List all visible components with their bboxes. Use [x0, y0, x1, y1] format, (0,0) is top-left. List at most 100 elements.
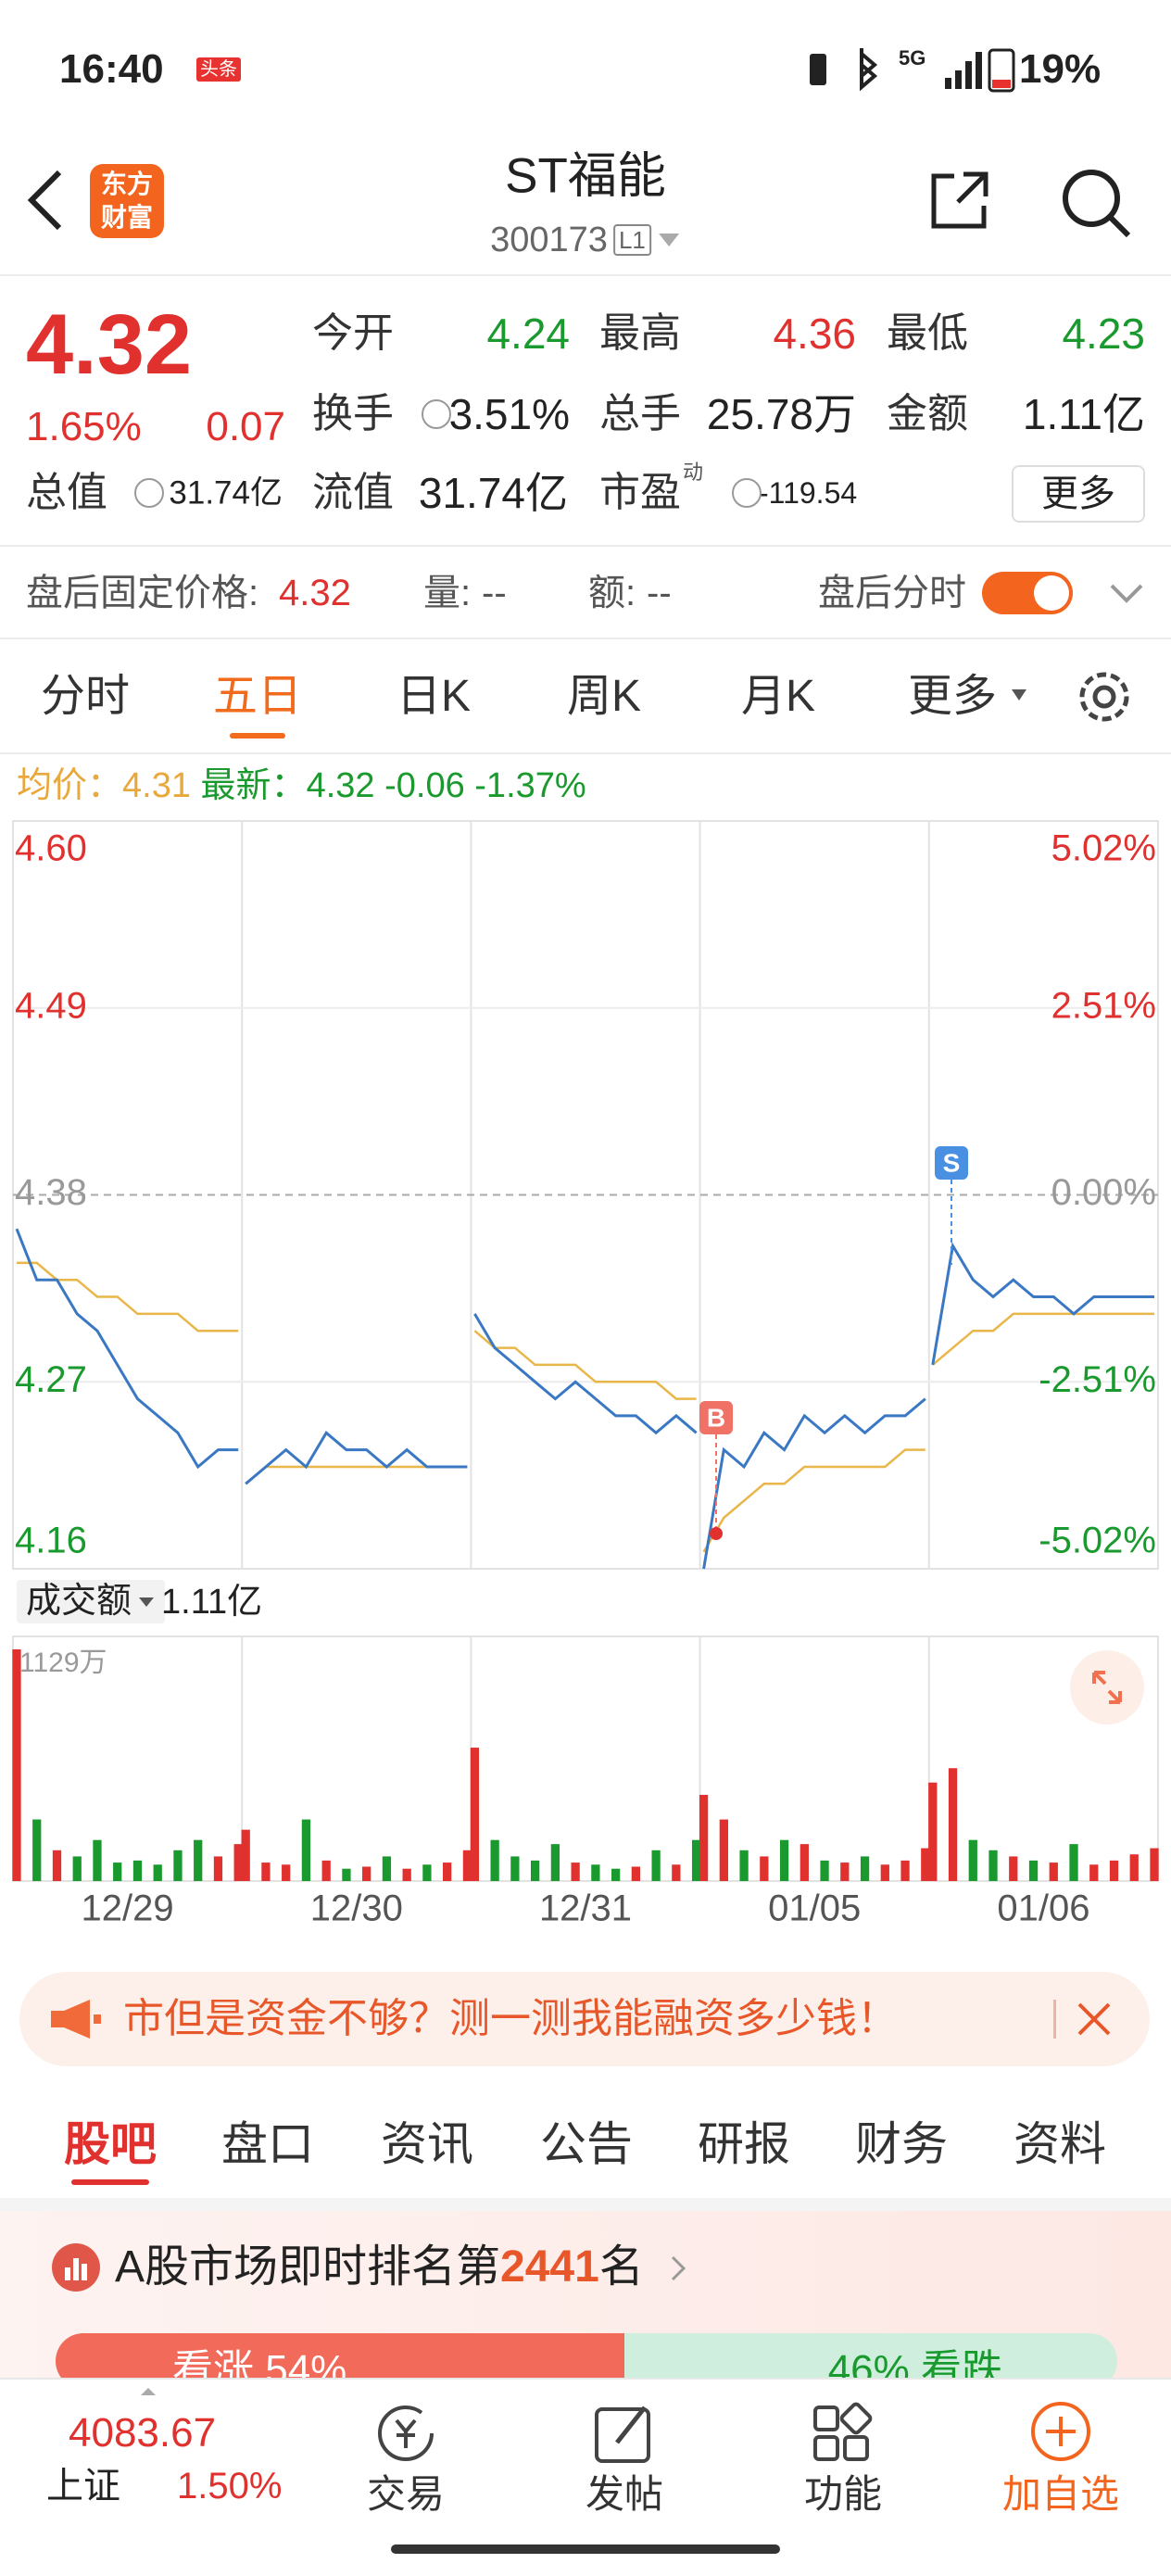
change-pct: 1.65% [26, 404, 142, 449]
divider [0, 545, 1171, 547]
section-tab[interactable]: 股吧 [64, 2118, 157, 2170]
info-icon[interactable] [134, 478, 164, 508]
close-button[interactable] [1076, 2001, 1113, 2038]
section-tab[interactable]: 财务 [855, 2118, 948, 2170]
volume-bar [880, 1864, 889, 1881]
chart-tab[interactable]: 周K [566, 672, 642, 721]
network: 5G [899, 46, 925, 69]
chart-tab[interactable]: 日K [396, 672, 472, 721]
signal-bar [945, 78, 951, 89]
volume-bar [241, 1829, 250, 1881]
info-icon[interactable] [732, 478, 762, 508]
chart-tab[interactable]: 更多 [907, 672, 998, 721]
volume-bar [153, 1864, 162, 1881]
search-button[interactable] [1056, 163, 1134, 241]
volume-bar [510, 1856, 520, 1881]
y-tick-label: 4.60 [15, 828, 87, 869]
expand-chevron[interactable] [1108, 580, 1145, 606]
avg-line [702, 1448, 925, 1553]
volume-bar [93, 1839, 102, 1881]
chart-tab[interactable]: 月K [740, 672, 816, 721]
y2-tick-label: 2.51% [1051, 985, 1156, 1026]
field-label: 最高 [599, 310, 681, 356]
nav-label[interactable]: 发帖 [585, 2472, 664, 2516]
section-tab[interactable]: 资料 [1014, 2118, 1106, 2170]
trade-marker-label: S [943, 1148, 961, 1177]
share-button[interactable] [926, 167, 993, 234]
y-tick-label: 4.27 [15, 1359, 87, 1400]
nav-label[interactable]: 交易 [366, 2472, 446, 2516]
section-tab[interactable]: 盘口 [221, 2118, 314, 2170]
volume-bar [282, 1864, 291, 1881]
section-tab[interactable]: 研报 [698, 2118, 790, 2170]
tab-underline [230, 733, 285, 739]
time: 16:40 [59, 46, 164, 92]
volume-bar [719, 1819, 728, 1881]
divider [0, 274, 1171, 276]
section-tab[interactable]: 资讯 [381, 2118, 473, 2170]
volume-bar [1009, 1856, 1018, 1881]
fullscreen-button[interactable] [1070, 1650, 1144, 1724]
volume-bar [173, 1850, 183, 1881]
bluetooth-icon [860, 48, 878, 92]
volume-label: 成交额 [26, 1582, 132, 1621]
dropdown-arrow [1012, 689, 1026, 701]
info-icon[interactable] [422, 399, 451, 429]
chart-tab[interactable]: 五日 [212, 672, 303, 721]
volume-selector[interactable]: 成交额 [17, 1580, 166, 1623]
after-hours-label: 盘后固定价格: [26, 573, 259, 613]
battery-level [992, 80, 1011, 88]
price-line [702, 1397, 926, 1570]
chart-tab[interactable]: 分时 [40, 672, 131, 721]
field-label: 今开 [312, 310, 394, 356]
toggle-label: 盘后分时 [818, 573, 966, 613]
chart-legend: 均价：4.31 最新：4.32 -0.06 -1.37% [17, 768, 586, 803]
legend-value: -1.37% [474, 766, 586, 805]
volume-bar [968, 1839, 977, 1881]
field-label: 金额 [887, 391, 968, 436]
volume-bar [132, 1860, 143, 1881]
volume-bar [213, 1856, 223, 1881]
stock-code: 300173 [490, 221, 608, 259]
volume-bar [591, 1864, 600, 1881]
field-value: 31.74亿 [418, 469, 568, 517]
volume-bar [571, 1863, 580, 1881]
price-line [931, 1242, 1154, 1366]
volume-bar [462, 1850, 472, 1881]
field-value: 31.74亿 [169, 474, 283, 511]
legend-value: -0.06 [384, 766, 465, 805]
dropdown-arrow [139, 1597, 155, 1607]
volume-bar [928, 1782, 938, 1881]
level-badge: L1 [612, 224, 651, 256]
legend-value: 4.32 [306, 766, 375, 805]
y2-tick-label: -5.02% [1039, 1521, 1156, 1561]
nav-label[interactable]: 功能 [803, 2472, 883, 2516]
signal-bar [955, 70, 962, 89]
logo[interactable]: 东方 财富 [90, 164, 164, 238]
toggle[interactable] [982, 572, 1073, 614]
volume-bar [550, 1844, 560, 1881]
volume-bar [631, 1866, 640, 1881]
volume-bar [113, 1863, 122, 1881]
x-tick-label: 12/31 [539, 1888, 632, 1929]
settings-button[interactable] [1075, 667, 1134, 726]
trade-marker-label: B [707, 1403, 725, 1432]
field-value: 1.11亿 [1022, 390, 1145, 438]
nav-label[interactable]: 加自选 [1001, 2472, 1120, 2516]
field-value: 4.24 [486, 309, 570, 358]
code-row[interactable]: 300173 L1 [490, 222, 681, 258]
field-value: 3.51% [448, 390, 570, 438]
gap [0, 2198, 1171, 2211]
avg-line [245, 1465, 468, 1485]
volume-bar [342, 1868, 351, 1881]
amount-value: -- [647, 573, 672, 613]
section-tab[interactable]: 公告 [540, 2118, 633, 2170]
index-value[interactable]: 4083.67 [69, 2410, 217, 2456]
volume-bar [779, 1839, 789, 1881]
back-button[interactable] [19, 167, 74, 234]
more-button[interactable]: 更多 [1012, 465, 1145, 523]
avg-line [931, 1312, 1154, 1366]
banner[interactable]: 市但是资金不够？测一测我能融资多少钱！ [19, 1972, 1150, 2066]
volume-bar [800, 1844, 809, 1881]
price-line [15, 1228, 239, 1470]
